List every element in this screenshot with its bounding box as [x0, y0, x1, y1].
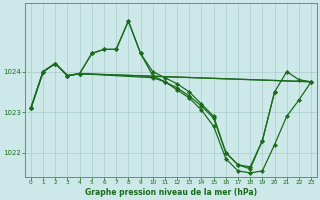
- X-axis label: Graphe pression niveau de la mer (hPa): Graphe pression niveau de la mer (hPa): [85, 188, 257, 197]
